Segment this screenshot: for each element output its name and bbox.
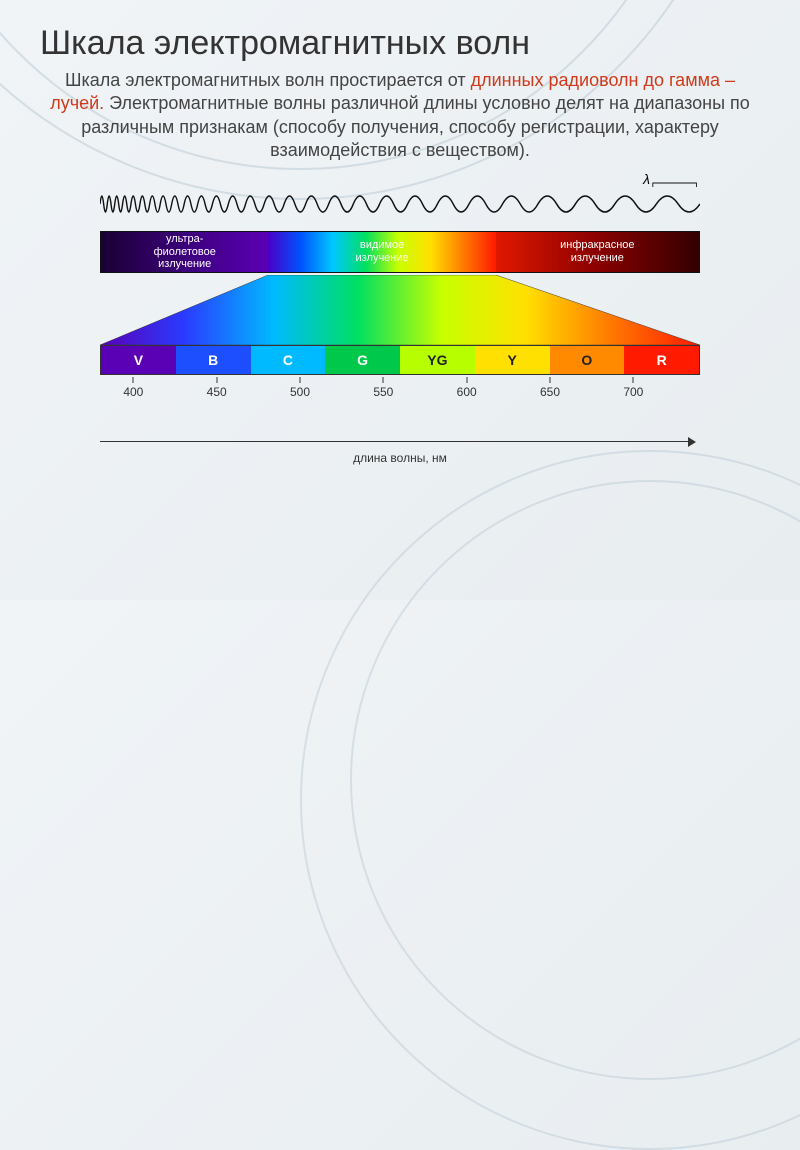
top-band-segment: ультра- фиолетовое излучение (101, 232, 268, 272)
spectrum-top-band: ультра- фиолетовое излучениевидимое излу… (100, 231, 700, 273)
axis-label: длина волны, нм (100, 451, 700, 465)
color-segment: YG (400, 346, 475, 374)
desc-pre: Шкала электромагнитных волн простирается… (65, 70, 471, 90)
color-segment: O (550, 346, 625, 374)
color-segment: V (101, 346, 176, 374)
description-text: Шкала электромагнитных волн простирается… (40, 69, 760, 163)
color-segment: B (176, 346, 251, 374)
visible-color-band: VBCGYGYOR (100, 345, 700, 375)
wave-diagram: λ (100, 181, 700, 227)
color-segment: C (251, 346, 326, 374)
spectrum-expansion-triangle (100, 275, 700, 345)
top-band-segment: видимое излучение (268, 232, 495, 272)
color-segment: G (325, 346, 400, 374)
axis-tick: 500 (300, 377, 301, 383)
axis-tick: 450 (216, 377, 217, 383)
axis-tick: 550 (383, 377, 384, 383)
axis-arrow-icon (688, 437, 696, 447)
axis-tick: 650 (550, 377, 551, 383)
axis-tick: 400 (133, 377, 134, 383)
axis-tick: 700 (633, 377, 634, 383)
desc-post: Электромагнитные волны различной длины у… (81, 93, 750, 160)
top-band-segment: инфракрасное излучение (496, 232, 699, 272)
wavelength-axis (100, 435, 700, 449)
color-segment: R (624, 346, 699, 374)
page-title: Шкала электромагнитных волн (40, 24, 760, 63)
wavelength-ticks: 400 450 500 550 600 650 700 (100, 377, 700, 407)
color-segment: Y (475, 346, 550, 374)
spectrum-figure: λ ультра- фиолетовое излучениевидимое из… (100, 181, 700, 465)
axis-line (100, 441, 690, 442)
axis-tick: 600 (466, 377, 467, 383)
lambda-symbol: λ (643, 171, 650, 187)
